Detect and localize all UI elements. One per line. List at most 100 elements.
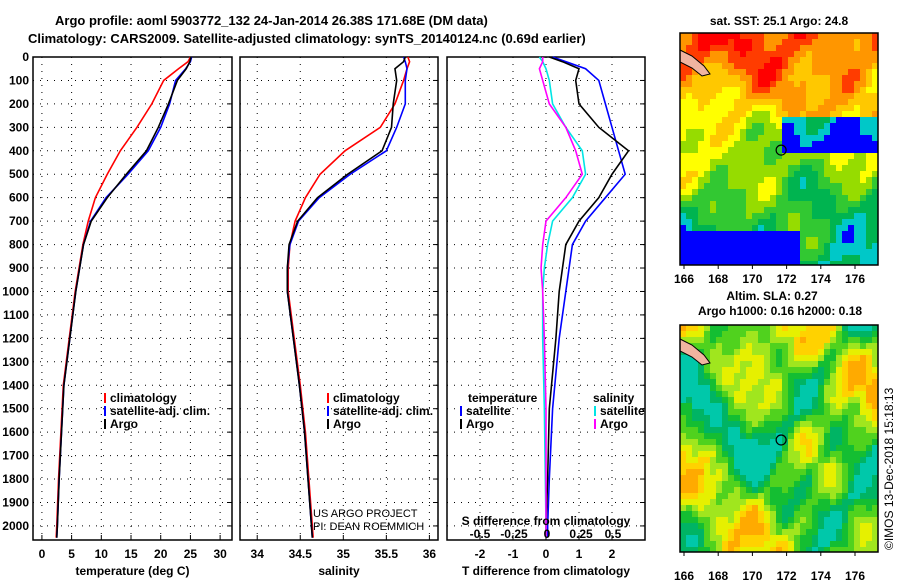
map-cell bbox=[854, 33, 860, 39]
map-cell bbox=[860, 237, 866, 243]
map-cell bbox=[818, 81, 824, 87]
map-cell bbox=[872, 141, 878, 147]
map-cell bbox=[794, 385, 800, 391]
map-cell bbox=[692, 261, 698, 265]
map-cell bbox=[860, 451, 866, 457]
map-cell bbox=[854, 147, 860, 153]
s-tick-label: 0 bbox=[544, 527, 551, 541]
map-cell bbox=[782, 123, 788, 129]
map-cell bbox=[794, 367, 800, 373]
map-cell bbox=[806, 195, 812, 201]
map-cell bbox=[800, 87, 806, 93]
map-cell bbox=[740, 451, 746, 457]
map-cell bbox=[740, 177, 746, 183]
map-cell bbox=[872, 517, 878, 523]
map-cell bbox=[722, 493, 728, 499]
map-cell bbox=[872, 541, 878, 547]
map-cell bbox=[692, 153, 698, 159]
map-cell bbox=[740, 355, 746, 361]
map-cell bbox=[716, 213, 722, 219]
map-cell bbox=[866, 105, 872, 111]
map-cell bbox=[866, 147, 872, 153]
map-cell bbox=[680, 45, 686, 51]
map-cell bbox=[788, 349, 794, 355]
map-cell bbox=[860, 379, 866, 385]
map-cell bbox=[692, 237, 698, 243]
map-cell bbox=[788, 427, 794, 433]
map-cell bbox=[740, 225, 746, 231]
map-cell bbox=[758, 105, 764, 111]
map-cell bbox=[704, 99, 710, 105]
series-line-t-satellite bbox=[546, 56, 627, 538]
map-cell bbox=[680, 469, 686, 475]
map-cell bbox=[854, 87, 860, 93]
map-cell bbox=[842, 391, 848, 397]
map-cell bbox=[800, 439, 806, 445]
map-cell bbox=[758, 505, 764, 511]
map-cell bbox=[734, 547, 740, 552]
map-cell bbox=[710, 39, 716, 45]
map-cell bbox=[704, 195, 710, 201]
map-cell bbox=[722, 505, 728, 511]
map-cell bbox=[854, 499, 860, 505]
map-cell bbox=[872, 219, 878, 225]
map-cell bbox=[686, 105, 692, 111]
map-cell bbox=[836, 147, 842, 153]
map-cell bbox=[752, 237, 758, 243]
map-cell bbox=[788, 141, 794, 147]
map-cell bbox=[740, 523, 746, 529]
map-cell bbox=[782, 421, 788, 427]
map-cell bbox=[728, 153, 734, 159]
map-cell bbox=[860, 255, 866, 261]
map-cell bbox=[782, 415, 788, 421]
map-cell bbox=[872, 147, 878, 153]
map-cell bbox=[794, 493, 800, 499]
map-cell bbox=[848, 463, 854, 469]
map-cell bbox=[734, 243, 740, 249]
map-cell bbox=[866, 379, 872, 385]
map-cell bbox=[812, 343, 818, 349]
map-cell bbox=[860, 529, 866, 535]
map-cell bbox=[740, 69, 746, 75]
map-cell bbox=[806, 57, 812, 63]
map-cell bbox=[776, 189, 782, 195]
y-tick-label: 1900 bbox=[2, 495, 29, 509]
map-cell bbox=[848, 427, 854, 433]
map-cell bbox=[812, 105, 818, 111]
map-subtitle: Argo h1000: 0.16 h2000: 0.18 bbox=[698, 304, 862, 318]
map-cell bbox=[806, 421, 812, 427]
map-cell bbox=[854, 51, 860, 57]
map-cell bbox=[794, 415, 800, 421]
map-cell bbox=[866, 421, 872, 427]
map-cell bbox=[758, 409, 764, 415]
map-cell bbox=[758, 255, 764, 261]
map-cell bbox=[710, 69, 716, 75]
map-cell bbox=[764, 93, 770, 99]
map-cell bbox=[824, 421, 830, 427]
map-cell bbox=[854, 469, 860, 475]
map-cell bbox=[830, 99, 836, 105]
map-cell bbox=[764, 547, 770, 552]
map-cell bbox=[728, 117, 734, 123]
s-tick-label: 0.25 bbox=[569, 527, 593, 541]
map-cell bbox=[848, 517, 854, 523]
map-cell bbox=[860, 105, 866, 111]
map-cell bbox=[794, 439, 800, 445]
plot-frame bbox=[239, 56, 439, 541]
map-cell bbox=[848, 475, 854, 481]
map-cell bbox=[722, 183, 728, 189]
map-cell bbox=[872, 105, 878, 111]
map-cell bbox=[710, 451, 716, 457]
map-cell bbox=[728, 475, 734, 481]
map-cell bbox=[776, 255, 782, 261]
map-cell bbox=[800, 171, 806, 177]
map-cell bbox=[818, 93, 824, 99]
map-cell bbox=[770, 105, 776, 111]
map-cell bbox=[758, 57, 764, 63]
map-cell bbox=[842, 355, 848, 361]
map-cell bbox=[728, 529, 734, 535]
map-cell bbox=[752, 475, 758, 481]
map-cell bbox=[722, 153, 728, 159]
map-cell bbox=[752, 225, 758, 231]
map-cell bbox=[734, 505, 740, 511]
